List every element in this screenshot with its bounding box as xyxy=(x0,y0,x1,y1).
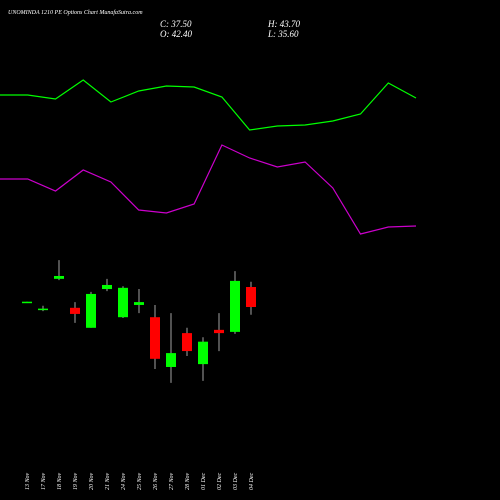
candle-body xyxy=(102,284,112,290)
x-tick-label: 18 Nov xyxy=(57,472,63,490)
candle-body xyxy=(54,275,64,279)
x-tick-label: 28 Nov xyxy=(185,472,191,490)
x-tick-label: 02 Dec xyxy=(217,473,223,490)
high-label: H: 43.70 xyxy=(267,19,300,29)
candle-body xyxy=(246,287,256,307)
x-tick-label: 25 Nov xyxy=(137,472,143,490)
candle-body xyxy=(182,333,192,352)
candle-body xyxy=(166,353,176,367)
open-label: O: 42.40 xyxy=(160,29,192,39)
indicator-line xyxy=(0,79,417,131)
candle-body xyxy=(118,287,128,318)
candle-body xyxy=(198,341,208,365)
indicator-line xyxy=(0,144,417,235)
candle-body xyxy=(214,329,224,334)
x-tick-label: 01 Dec xyxy=(201,473,207,490)
x-tick-label: 24 Nov xyxy=(120,472,127,490)
x-tick-label: 27 Nov xyxy=(169,472,175,490)
low-label: L: 35.60 xyxy=(267,29,299,39)
candle-body xyxy=(86,293,96,328)
candle-body xyxy=(38,308,48,311)
candle-body xyxy=(22,301,32,304)
candle-body xyxy=(230,280,240,332)
candle-body xyxy=(150,317,160,359)
x-tick-label: 19 Nov xyxy=(73,472,79,490)
x-tick-label: 04 Dec xyxy=(248,473,255,490)
x-tick-label: 21 Nov xyxy=(105,472,111,490)
candle-body xyxy=(134,302,144,305)
x-tick-label: 26 Nov xyxy=(153,472,159,490)
close-label: C: 37.50 xyxy=(160,19,192,29)
x-tick-label: 17 Nov xyxy=(41,472,47,490)
x-tick-label: 03 Dec xyxy=(233,473,239,490)
candle-body xyxy=(70,307,80,314)
x-tick-label: 13 Nov xyxy=(25,472,31,490)
x-tick-label: 20 Nov xyxy=(89,472,95,490)
chart-title: UNOMINDA 1210 PE Options Chart MunafaSut… xyxy=(8,9,143,16)
